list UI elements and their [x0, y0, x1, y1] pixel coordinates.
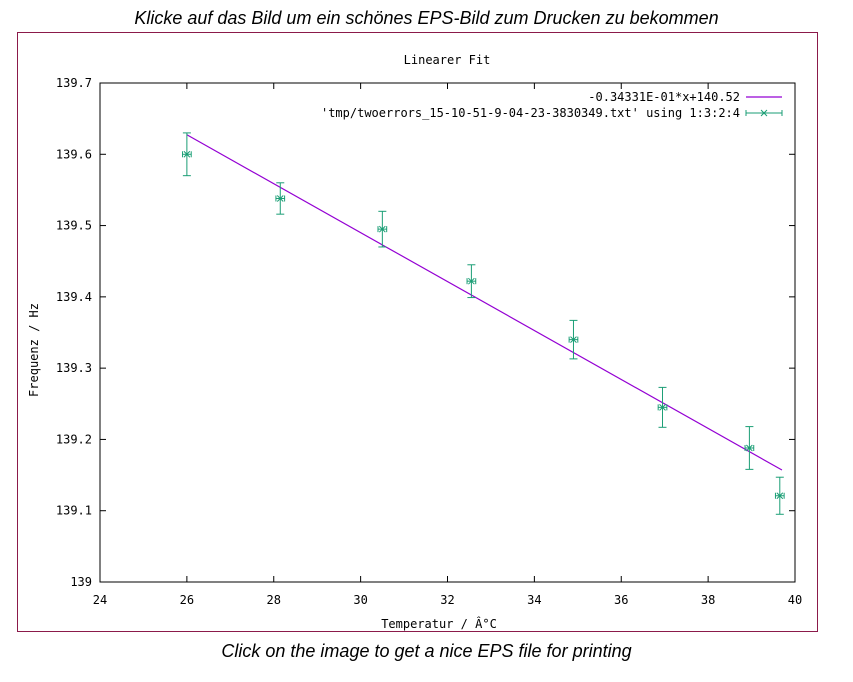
x-tick-label: 36 — [614, 593, 628, 607]
legend-label-fit: -0.34331E-01*x+140.52 — [588, 90, 740, 104]
x-tick-label: 34 — [527, 593, 541, 607]
point-marker — [183, 150, 191, 158]
x-axis-label: Temperatur / Â°C — [381, 616, 497, 631]
point-marker — [570, 336, 577, 343]
x-tick-label: 30 — [353, 593, 367, 607]
y-tick-label: 139 — [70, 575, 92, 589]
top-caption: Klicke auf das Bild um ein schönes EPS-B… — [134, 8, 719, 28]
data-point — [275, 182, 286, 215]
y-tick-label: 139.6 — [56, 147, 92, 161]
y-tick-label: 139.5 — [56, 219, 92, 233]
data-point — [568, 319, 579, 360]
y-tick-label: 139.3 — [56, 361, 92, 375]
point-marker — [378, 225, 386, 233]
point-marker — [659, 403, 666, 411]
fit-layer — [186, 134, 783, 471]
y-tick-label: 139.2 — [56, 432, 92, 446]
x-tick-label: 32 — [440, 593, 454, 607]
x-tick-label: 40 — [788, 593, 802, 607]
plot-image-link[interactable]: Linearer Fit Temperatur / Â°C Frequenz /… — [17, 32, 818, 632]
data-point — [182, 132, 192, 177]
axes: 24 26 28 30 32 34 36 38 40 139 139.1 139.2 139.3 139.… — [56, 76, 802, 607]
y-tick-label: 139.1 — [56, 504, 92, 518]
y-axis-label: Frequenz / Hz — [27, 303, 41, 397]
y-tick-label: 139.4 — [56, 290, 92, 304]
bottom-caption: Click on the image to get a nice EPS fil… — [221, 641, 632, 661]
plot-frame — [99, 82, 796, 583]
data-point — [466, 264, 477, 299]
y-tick-label: 139.7 — [56, 76, 92, 90]
data-point — [744, 426, 755, 470]
data-point — [657, 386, 668, 428]
fit-line — [186, 134, 783, 471]
x-tick-label: 28 — [267, 593, 281, 607]
legend: -0.34331E-01*x+140.52 'tmp/twoerrors_15-1… — [321, 90, 783, 120]
legend-label-data: 'tmp/twoerrors_15-10-51-9-04-23-3830349.… — [321, 106, 740, 120]
x-tick-label: 26 — [180, 593, 194, 607]
data-points-layer — [182, 132, 785, 515]
point-marker — [276, 195, 284, 202]
point-marker — [468, 277, 475, 285]
x-tick-label: 24 — [93, 593, 107, 607]
data-point — [377, 210, 388, 248]
legend-swatch-marker — [760, 109, 768, 117]
x-tick-label: 38 — [701, 593, 715, 607]
data-point — [774, 476, 785, 515]
point-marker — [746, 444, 753, 452]
chart: Linearer Fit Temperatur / Â°C Frequenz /… — [27, 53, 802, 631]
point-marker — [776, 492, 784, 500]
chart-title: Linearer Fit — [404, 53, 491, 67]
